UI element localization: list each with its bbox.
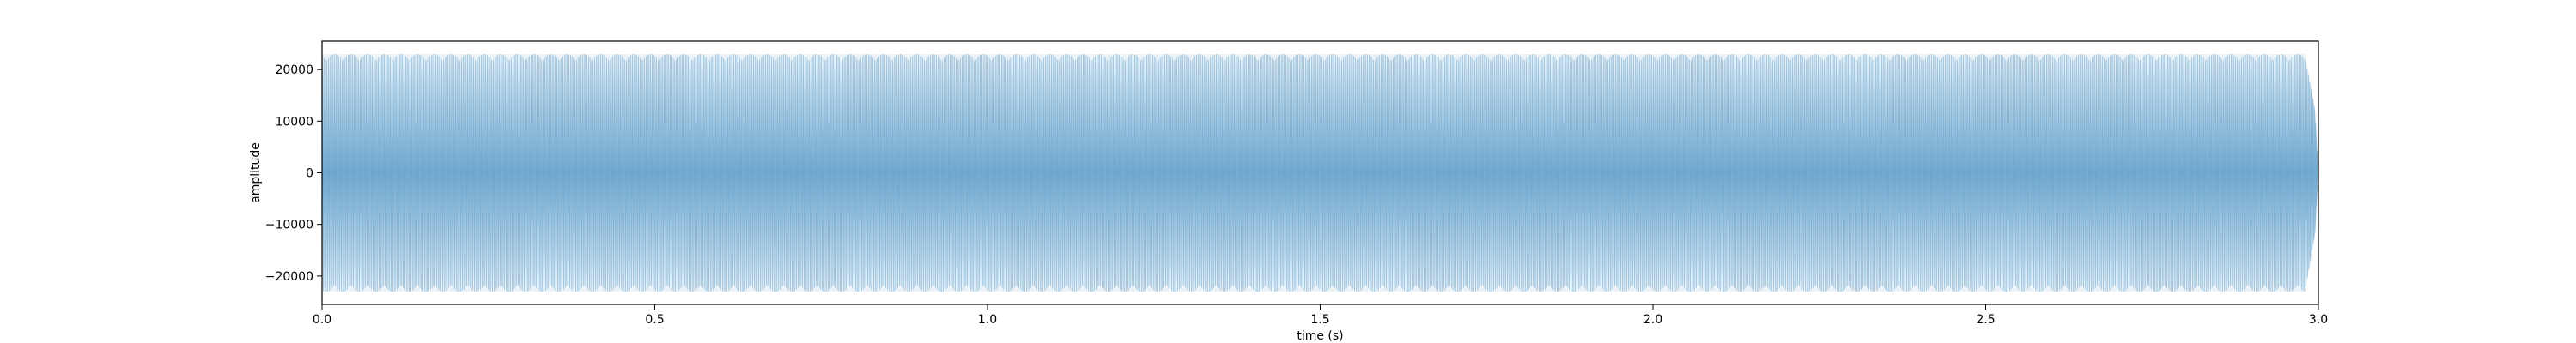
x-tick-label: 3.0 — [2309, 313, 2328, 327]
x-axis: 0.0 0.5 1.0 1.5 2.0 2.5 3.0 — [313, 304, 2328, 327]
x-tick-label: 0.5 — [645, 313, 664, 327]
y-tick-label: 20000 — [275, 63, 313, 77]
waveform-envelope — [322, 54, 2318, 292]
plot-area — [322, 54, 2318, 292]
y-tick-label: 0 — [306, 167, 313, 181]
x-tick-label: 2.0 — [1643, 313, 1662, 327]
x-tick-label: 2.5 — [1976, 313, 1995, 327]
y-tick-label: 10000 — [275, 115, 313, 129]
x-tick-label: 0.0 — [313, 313, 331, 327]
waveform-series-line — [322, 54, 2318, 292]
x-tick-label: 1.0 — [978, 313, 997, 327]
y-tick-label: −20000 — [265, 270, 313, 284]
y-tick-label: −10000 — [265, 219, 313, 232]
y-axis-label: amplitude — [249, 142, 263, 203]
x-axis-label: time (s) — [1297, 329, 1343, 343]
y-axis: −20000 −10000 0 10000 20000 — [265, 63, 322, 284]
x-tick-label: 1.5 — [1310, 313, 1329, 327]
